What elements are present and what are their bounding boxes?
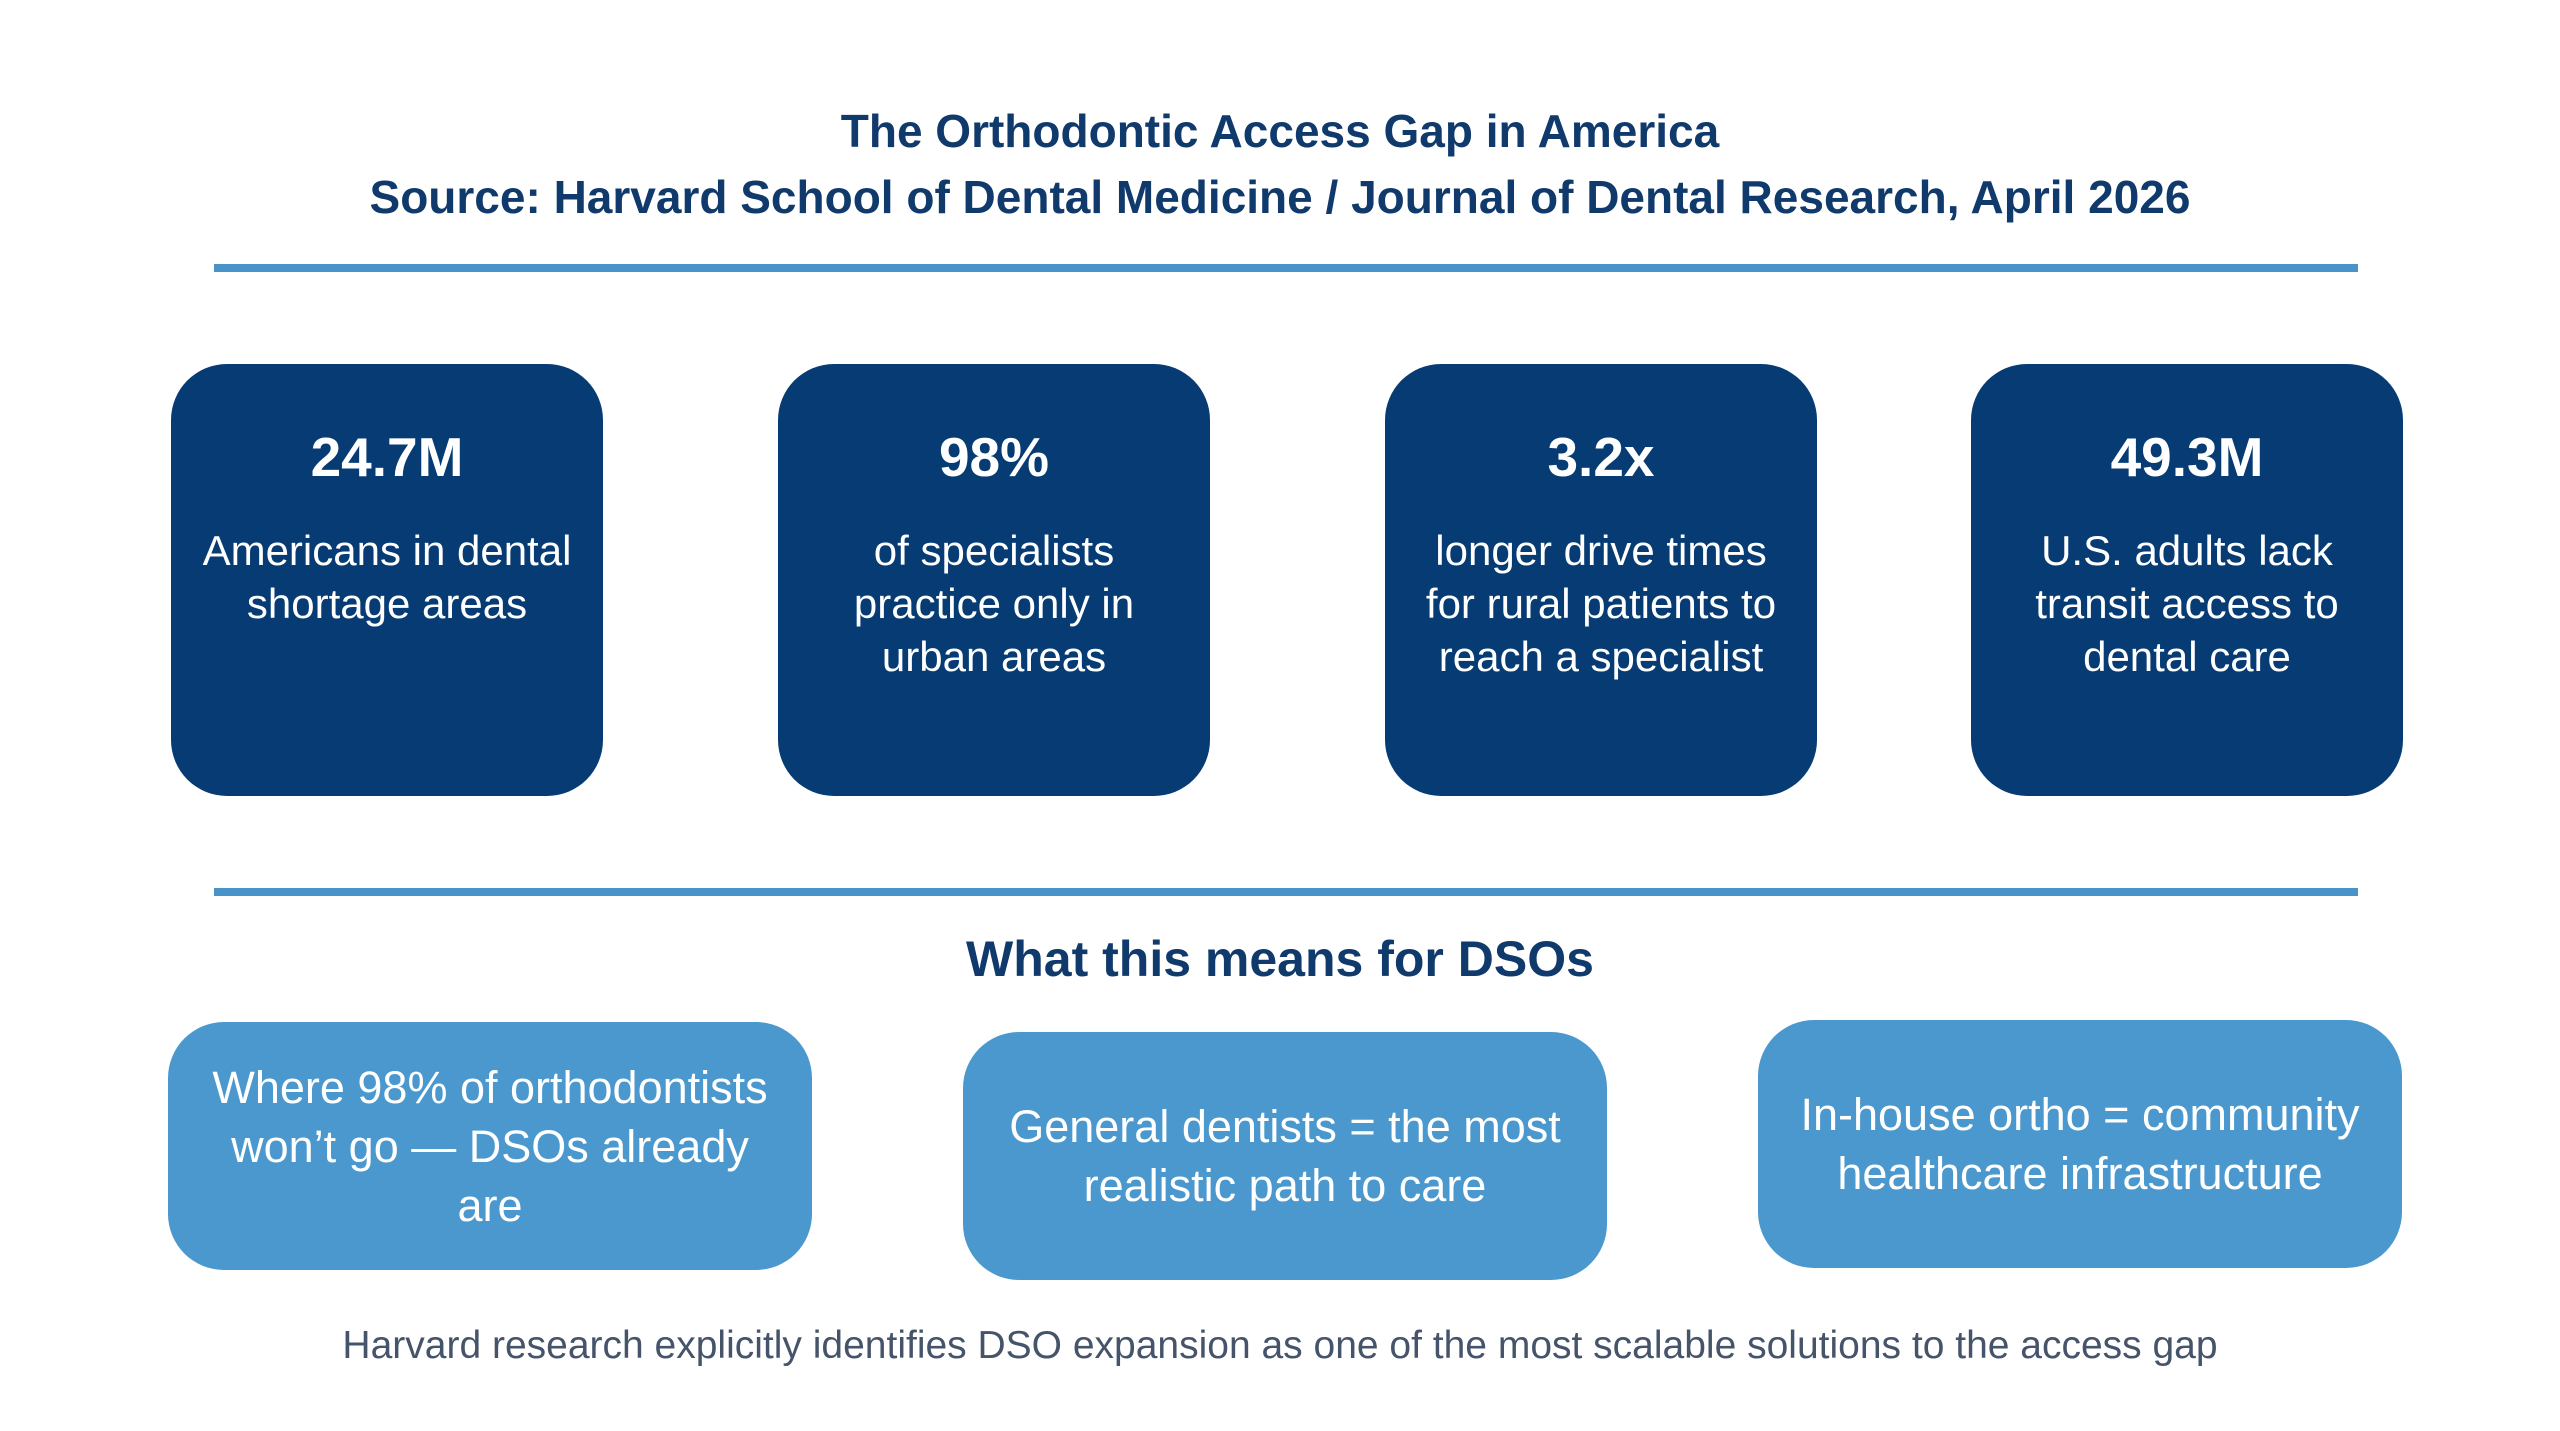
stat-card-shortage-areas: 24.7M Americans in dental shortage areas	[171, 364, 603, 796]
top-divider	[214, 264, 2358, 272]
stat-card-urban-specialists: 98% of specialists practice only in urba…	[778, 364, 1210, 796]
stat-description: Americans in dental shortage areas	[202, 527, 572, 627]
source-line: Source: Harvard School of Dental Medicin…	[369, 171, 2191, 223]
stat-value: 49.3M	[2110, 426, 2264, 488]
middle-divider	[214, 888, 2358, 896]
stat-description: U.S. adults lack transit access to denta…	[2035, 527, 2339, 680]
stat-value: 24.7M	[310, 426, 464, 488]
stat-value: 98%	[938, 426, 1050, 488]
section-heading: What this means for DSOs	[966, 931, 1594, 987]
implication-pill-in-house-ortho: In-house ortho = community healthcare in…	[1758, 1020, 2402, 1268]
implication-pill-dsos-already-are: Where 98% of orthodontists won’t go — DS…	[168, 1022, 812, 1270]
implication-text: Where 98% of orthodontists won’t go — DS…	[212, 1061, 768, 1231]
implication-text: General dentists = the most realistic pa…	[1009, 1101, 1561, 1211]
stat-card-transit-access: 49.3M U.S. adults lack transit access to…	[1971, 364, 2403, 796]
stat-description: of specialists practice only in urban ar…	[853, 527, 1135, 680]
implication-pill-general-dentists: General dentists = the most realistic pa…	[963, 1032, 1607, 1280]
stat-value: 3.2x	[1547, 426, 1655, 488]
stat-card-drive-times: 3.2x longer drive times for rural patien…	[1385, 364, 1817, 796]
footer-note: Harvard research explicitly identifies D…	[342, 1324, 2218, 1367]
stat-description: longer drive times for rural patients to…	[1425, 527, 1777, 680]
page-title: The Orthodontic Access Gap in America	[840, 105, 1720, 157]
implication-text: In-house ortho = community healthcare in…	[1800, 1089, 2360, 1199]
